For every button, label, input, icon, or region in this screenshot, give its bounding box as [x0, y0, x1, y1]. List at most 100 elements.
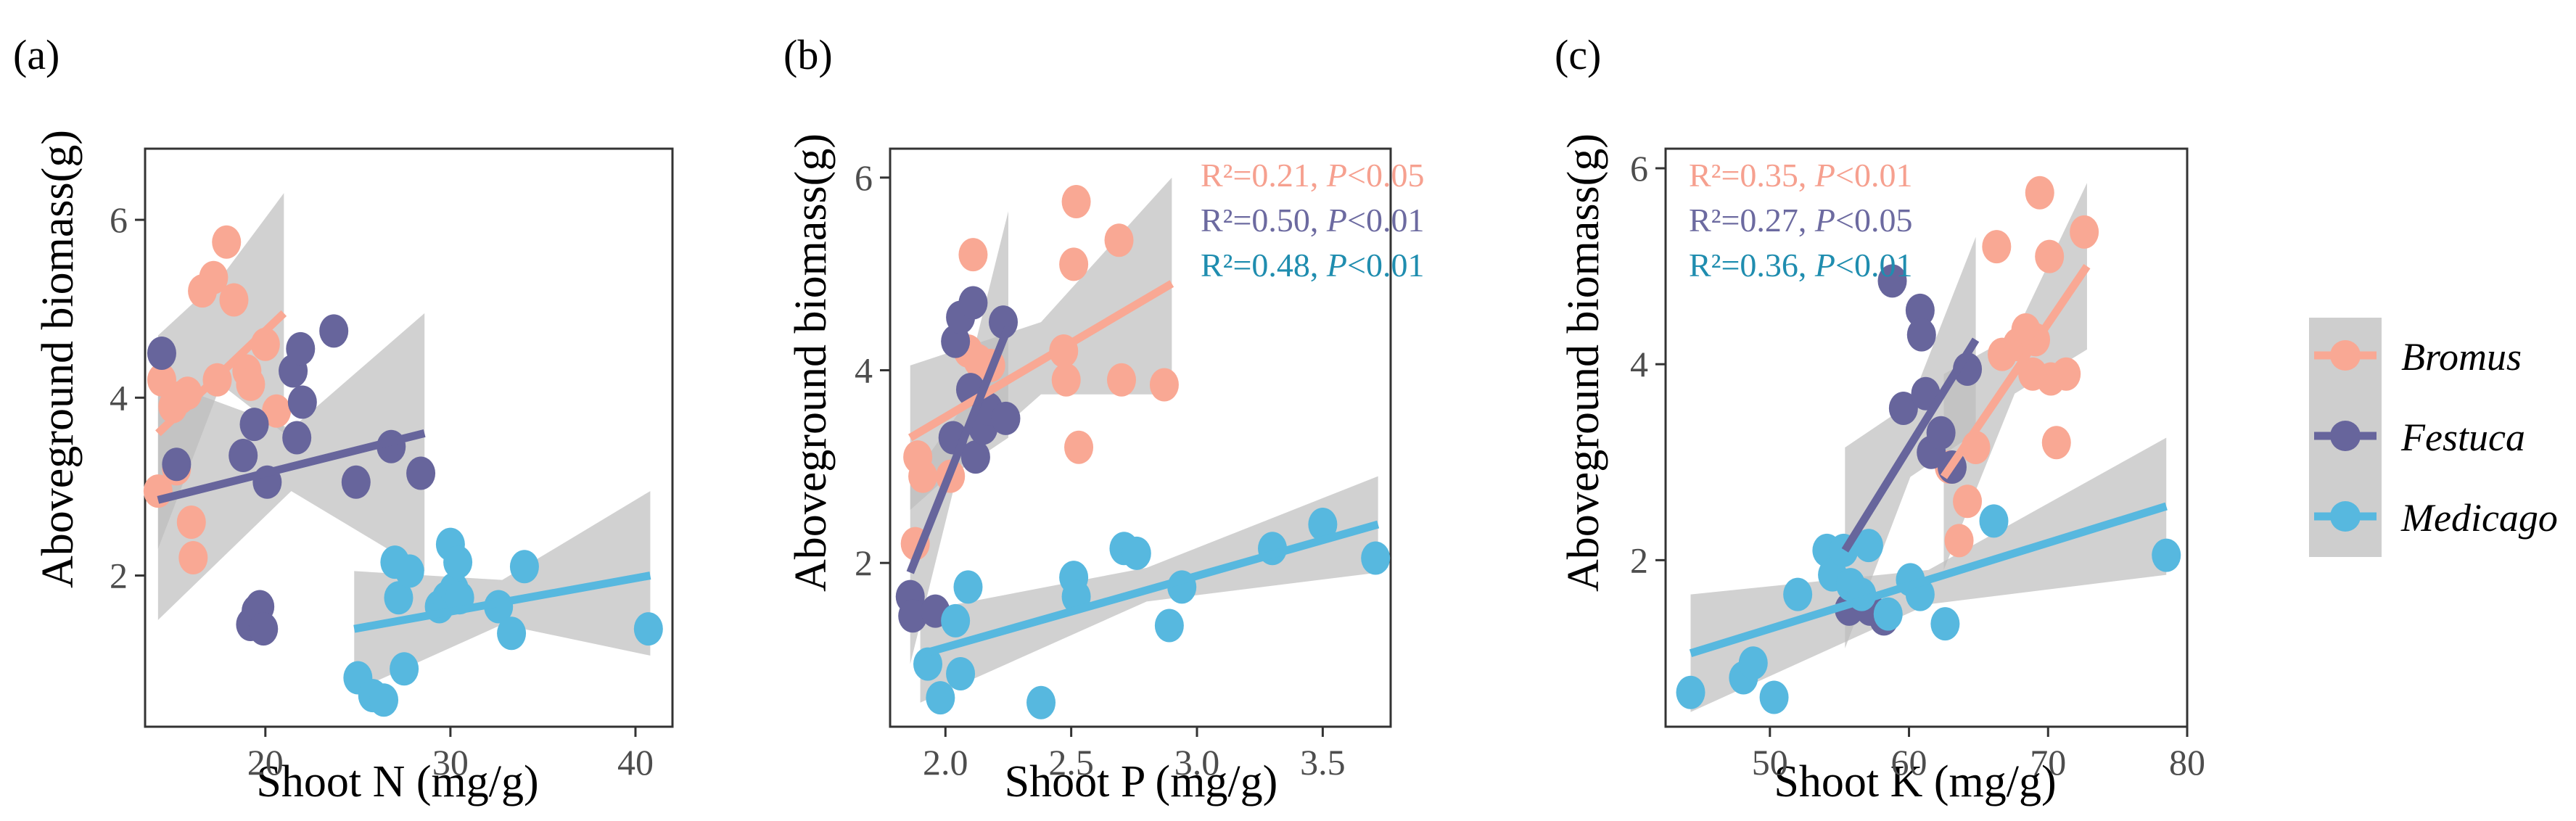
panel-c-x-axis-label: Shoot K (mg/g) [1774, 757, 2056, 806]
panel-b: (b) Aboveground biomass(g) Shoot P (mg/g… [783, 31, 1424, 806]
panel-b-y-tick-label: 4 [855, 350, 873, 391]
legend-item-bromus: Bromus [2314, 335, 2522, 379]
panel-a-point-medicago [369, 683, 399, 717]
legend-medicago-marker [2330, 501, 2361, 532]
panel-b-point-medicago [1361, 541, 1391, 575]
legend-bromus-label: Bromus [2401, 335, 2522, 379]
panel-a: (a) Aboveground biomass(g) Shoot N (mg/g… [13, 31, 674, 806]
panel-a-plot: 20 30 40 2 4 6 [110, 147, 674, 783]
panel-b-point-bromus [1064, 430, 1094, 464]
panel-c-point-medicago [1676, 675, 1705, 709]
panel-c-point-medicago [1783, 577, 1813, 611]
panel-a-point-festuca [287, 385, 317, 419]
panel-c-x-tick-label: 80 [2169, 742, 2205, 783]
panel-c-point-medicago [1930, 607, 1960, 641]
panel-a-plot-border [144, 147, 674, 728]
panel-a-fit-line-bromus [155, 310, 287, 437]
legend-item-medicago: Medicago [2314, 496, 2558, 540]
panel-b-annotation-bromus: R²=0.21, P<0.05 [1201, 157, 1424, 194]
panel-a-point-bromus [262, 394, 292, 428]
panel-a-point-bromus [178, 541, 208, 575]
panel-a-x-axis-label: Shoot N (mg/g) [256, 757, 538, 806]
panel-a-label: (a) [13, 31, 59, 78]
panel-c-point-medicago [1873, 597, 1903, 631]
panel-c-point-medicago [1979, 504, 2009, 538]
panel-c-ci-band-medicago [1690, 437, 2167, 712]
panel-b-y-axis-label: Aboveground biomass(g) [786, 133, 836, 592]
panel-b-x-tick-label: 3.0 [1174, 742, 1220, 783]
panel-c-point-festuca [1888, 391, 1918, 425]
panel-b-point-medicago [946, 656, 976, 690]
panel-b-point-festuca [960, 440, 990, 474]
panel-b-fit-line-bromus [908, 280, 1174, 442]
panel-b-x-axis-label: Shoot P (mg/g) [1005, 757, 1278, 806]
panel-b-point-medicago [926, 681, 955, 715]
panel-a-y-tick-label: 4 [110, 377, 128, 418]
panel-b-point-medicago [913, 647, 943, 681]
panel-c-point-bromus [2025, 176, 2054, 210]
panel-c-annotation-bromus: R²=0.35, P<0.01 [1689, 157, 1912, 194]
panel-c-point-bromus [2070, 215, 2099, 249]
panel-a-x-tick-label: 30 [432, 742, 469, 783]
legend-item-festuca: Festuca [2314, 416, 2525, 459]
panel-a-point-bromus [219, 283, 249, 317]
panel-a-point-medicago [384, 581, 413, 615]
panel-c-x-tick-label: 60 [1891, 742, 1927, 783]
panel-a-point-medicago [497, 616, 527, 651]
panel-b-point-festuca [991, 401, 1021, 435]
panel-a-point-festuca [229, 439, 258, 473]
panel-b-label: (b) [783, 31, 833, 78]
panel-b-point-bromus [1059, 247, 1089, 281]
panel-b-y-tick-label: 2 [855, 542, 873, 583]
panel-a-point-medicago [395, 554, 424, 588]
panel-c-point-festuca [1905, 293, 1935, 327]
panel-a-point-festuca [341, 465, 371, 499]
panel-c-point-bromus [2041, 426, 2071, 460]
panel-b-plot: 2.0 2.5 3.0 3.5 2 4 6 R²=0.21, P<0.05 R²=0.50, P… [855, 147, 1424, 783]
panel-c-y-tick-label: 4 [1630, 344, 1648, 384]
panel-b-point-medicago [1154, 608, 1184, 643]
panel-a-point-festuca [147, 337, 176, 371]
legend: Bromus Festuca Medicago [2309, 318, 2558, 557]
panel-c-fit-line-festuca [1841, 337, 1980, 553]
panel-b-point-medicago [1026, 685, 1056, 719]
panel-c-label: (c) [1555, 31, 1601, 78]
panel-a-x-tick-label: 40 [617, 742, 654, 783]
panel-c-point-festuca [1877, 264, 1907, 298]
panel-b-point-medicago [953, 570, 983, 604]
panel-b-point-festuca [958, 286, 988, 320]
panel-b-x-tick-label: 2.0 [923, 742, 968, 783]
panel-c-point-bromus [1982, 230, 2012, 264]
panel-c-x-tick-label: 50 [1752, 742, 1788, 783]
panel-a-y-tick-label: 6 [110, 199, 128, 240]
panel-b-plot-border [889, 147, 1392, 728]
panel-a-point-bromus [199, 260, 229, 294]
panel-c-point-bromus [1944, 524, 1974, 558]
panel-c-y-axis-label: Aboveground biomass(g) [1559, 133, 1608, 592]
panel-c-point-festuca [1926, 416, 1956, 450]
panel-a-point-festuca [162, 447, 192, 482]
panel-a-point-festuca [319, 314, 349, 348]
panel-a-fit-line-festuca [157, 429, 426, 504]
panel-a-point-festuca [239, 408, 269, 442]
legend-festuca-label: Festuca [2400, 416, 2525, 459]
panel-c-fit-line-medicago [1689, 502, 2168, 657]
panel-c: (c) Aboveground biomass(g) Shoot K (mg/g… [1555, 31, 2205, 806]
panel-a-fit-line-medicago [353, 572, 651, 633]
panel-c-point-bromus [2035, 239, 2065, 273]
panel-b-x-tick-label: 3.5 [1300, 742, 1346, 783]
panel-c-point-medicago [1853, 529, 1883, 563]
panel-a-point-bromus [176, 505, 206, 539]
panel-a-point-medicago [390, 652, 419, 686]
panel-c-point-medicago [2152, 538, 2181, 572]
panel-a-x-tick-label: 20 [247, 742, 284, 783]
panel-a-point-medicago [509, 550, 539, 584]
panel-b-point-bromus [1061, 185, 1091, 219]
panel-c-x-tick-label: 70 [2030, 742, 2066, 783]
legend-medicago-label: Medicago [2400, 496, 2558, 540]
panel-b-point-bromus [1106, 363, 1136, 397]
panel-b-point-bromus [1051, 363, 1081, 397]
panel-c-point-festuca [1906, 318, 1936, 352]
panel-c-point-medicago [1738, 646, 1768, 680]
